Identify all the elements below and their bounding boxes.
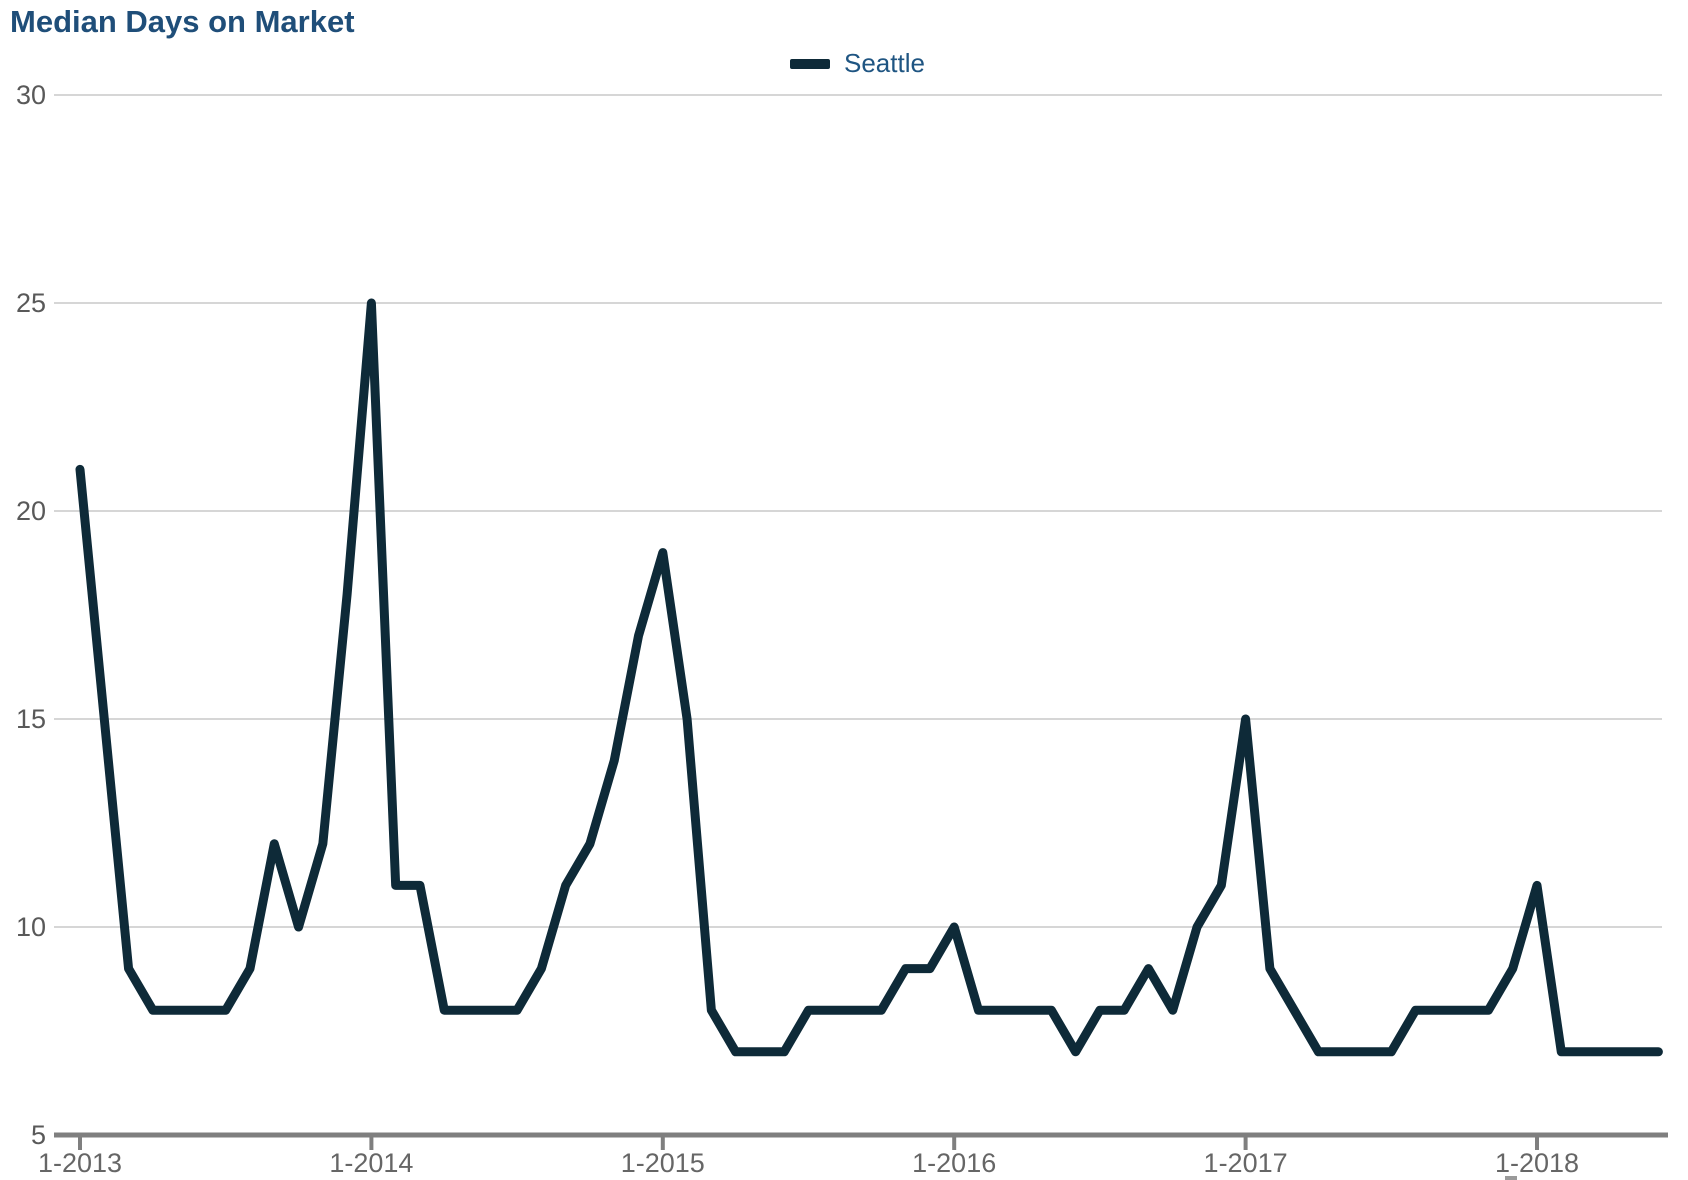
x-axis-label: 1-2013 [38,1148,122,1178]
x-axis-label: 1-2014 [329,1148,413,1178]
y-axis-label: 20 [16,496,46,526]
chart-title: Median Days on Market [10,4,355,39]
y-axis-label: 5 [31,1120,46,1150]
cropped-glyph [1505,1176,1517,1180]
x-axis [54,1132,1668,1150]
series-line-seattle [75,298,1663,1057]
y-axis-label: 15 [16,704,46,734]
y-axis-label: 30 [16,80,46,110]
legend-series-swatch [790,58,830,69]
legend-series-label: Seattle [844,48,925,78]
axis-labels: 30 25 20 15 10 51-2013 1-2014 1-2015 1-2016 1-201… [16,80,1579,1178]
legend: Seattle [790,48,925,79]
x-axis-label: 1-2015 [621,1148,705,1178]
gridlines [54,94,1662,928]
x-axis-label: 1-2016 [912,1148,996,1178]
y-axis-label: 25 [16,288,46,318]
x-axis-label: 1-2017 [1204,1148,1288,1178]
x-axis-label: 1-2018 [1495,1148,1579,1178]
y-axis-label: 10 [16,912,46,942]
